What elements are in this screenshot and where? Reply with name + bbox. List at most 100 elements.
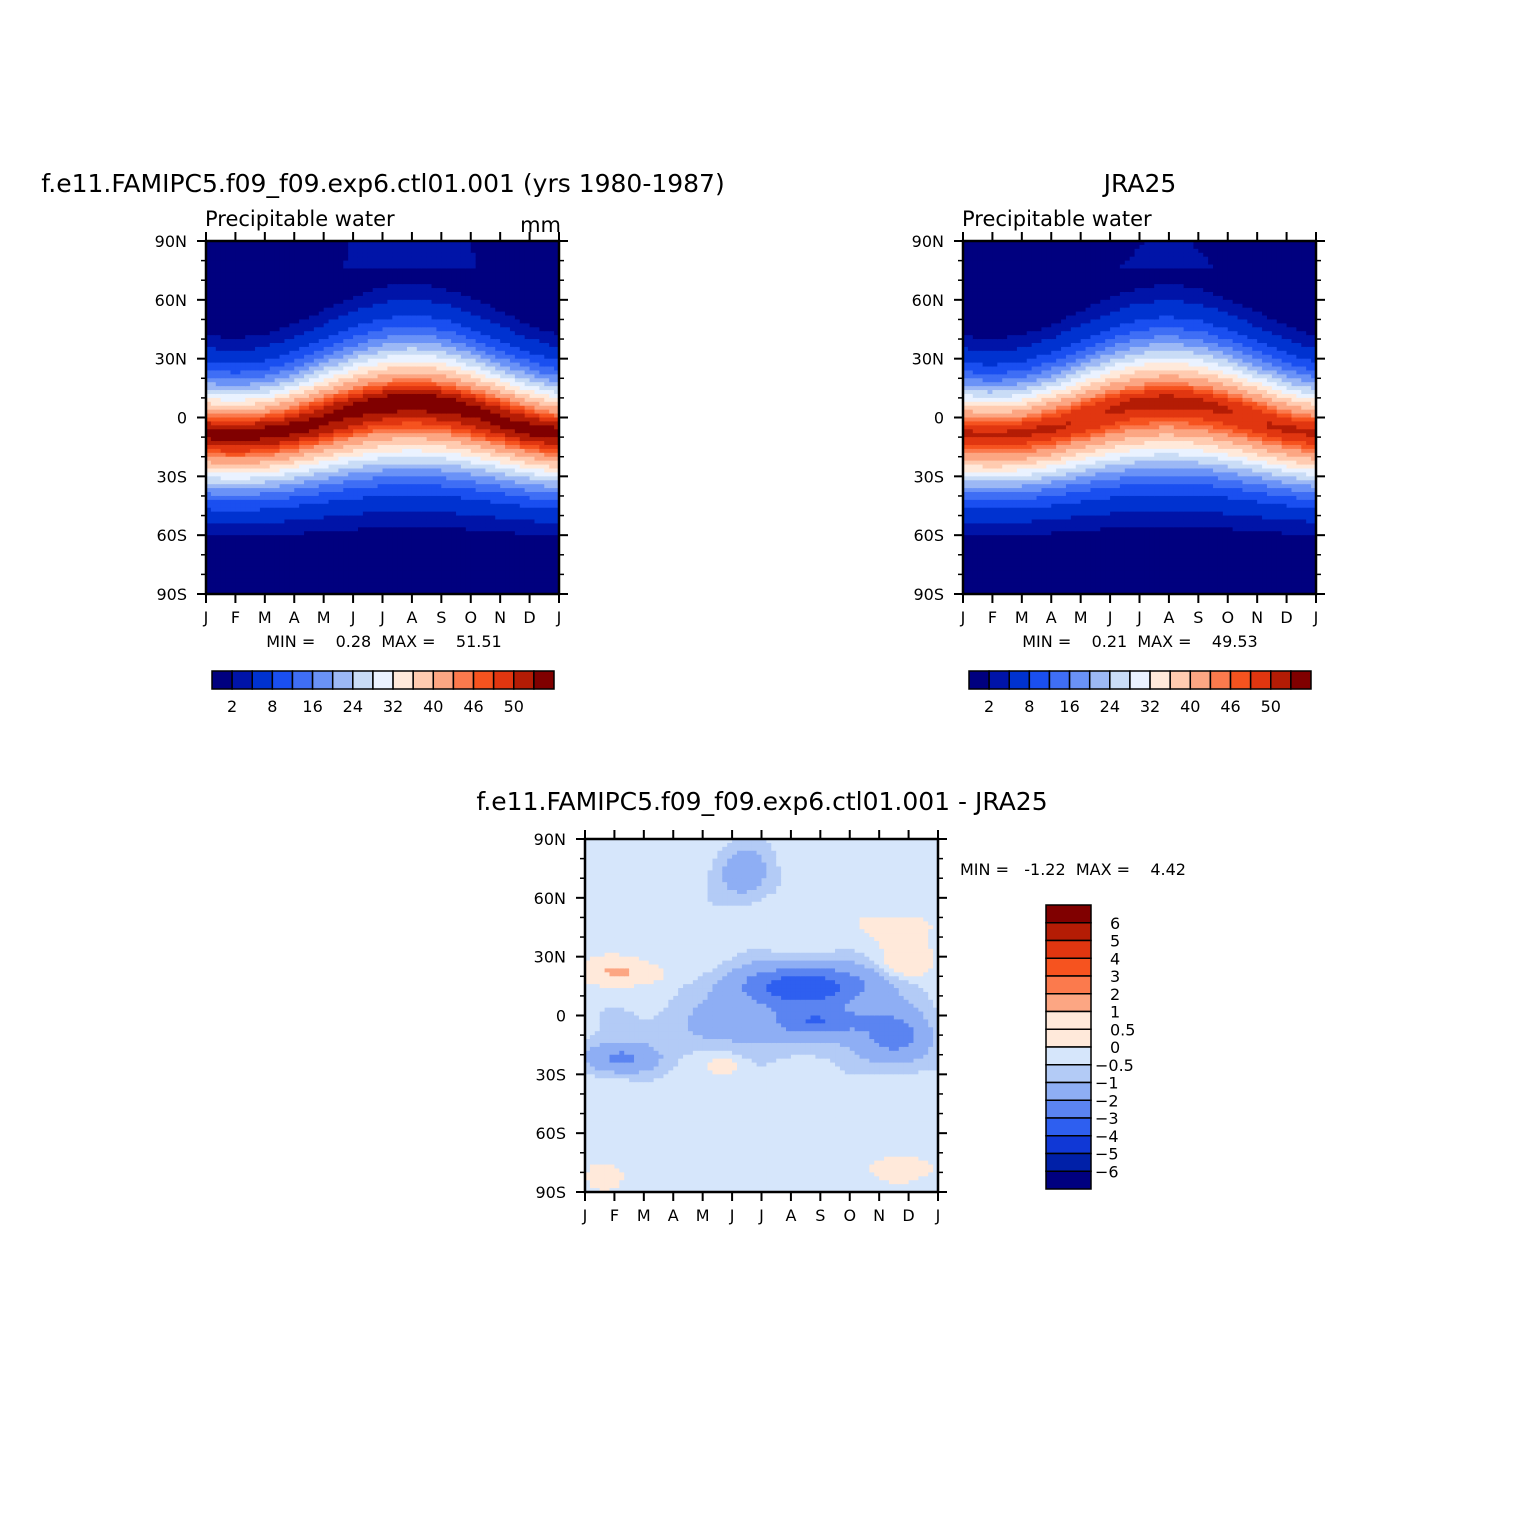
- heatmap-cell: [451, 444, 457, 450]
- heatmap-cell: [426, 460, 433, 466]
- heatmap-cell: [421, 515, 428, 521]
- heatmap-cell: [328, 256, 335, 262]
- heatmap-cell: [446, 390, 452, 395]
- heatmap-cell: [397, 468, 403, 474]
- heatmap-cell: [210, 342, 217, 348]
- heatmap-cell: [421, 350, 428, 356]
- heatmap-cell: [426, 570, 433, 575]
- heatmap-cell: [210, 256, 217, 262]
- heatmap-cell: [338, 276, 344, 281]
- heatmap-cell: [460, 429, 467, 434]
- heatmap-cell: [210, 464, 217, 470]
- heatmap-cell: [402, 452, 408, 458]
- heatmap-cell: [382, 590, 388, 595]
- heatmap-cell: [372, 378, 379, 383]
- heatmap-cell: [460, 370, 467, 375]
- heatmap-cell: [304, 503, 310, 509]
- heatmap-cell: [465, 417, 472, 423]
- heatmap-cell: [407, 429, 413, 434]
- heatmap-cell: [318, 421, 325, 426]
- heatmap-cell: [372, 409, 379, 415]
- heatmap-cell: [323, 558, 330, 564]
- heatmap-cell: [357, 437, 364, 442]
- heatmap-cell: [465, 397, 472, 403]
- heatmap-cell: [294, 284, 300, 289]
- heatmap-cell: [240, 248, 246, 254]
- heatmap-cell: [431, 433, 438, 438]
- heatmap-cell: [245, 319, 251, 324]
- heatmap-cell: [436, 346, 442, 352]
- heatmap-cell: [220, 291, 227, 297]
- heatmap-cell: [333, 346, 339, 352]
- heatmap-cell: [299, 397, 305, 403]
- heatmap-cell: [436, 582, 442, 587]
- heatmap-cell: [250, 284, 256, 289]
- heatmap-cell: [279, 460, 286, 466]
- heatmap-cell: [460, 374, 467, 379]
- heatmap-cell: [279, 574, 286, 579]
- heatmap-cell: [411, 405, 418, 411]
- heatmap-cell: [299, 358, 305, 364]
- heatmap-cell: [210, 327, 217, 332]
- heatmap-cell: [245, 472, 251, 477]
- heatmap-cell: [274, 413, 281, 419]
- heatmap-cell: [426, 390, 433, 395]
- heatmap-cell: [308, 382, 315, 387]
- heatmap-cell: [284, 393, 290, 399]
- heatmap-cell: [387, 260, 393, 266]
- heatmap-cell: [284, 362, 290, 368]
- heatmap-cell: [215, 272, 222, 277]
- heatmap-cell: [357, 546, 364, 552]
- heatmap-cell: [279, 378, 286, 383]
- heatmap-cell: [460, 284, 467, 289]
- heatmap-cell: [318, 464, 325, 470]
- heatmap-cell: [343, 429, 349, 434]
- heatmap-cell: [470, 244, 477, 250]
- heatmap-cell: [382, 452, 388, 458]
- heatmap-cell: [333, 484, 339, 489]
- heatmap-cell: [436, 386, 442, 391]
- heatmap-cell: [269, 484, 276, 489]
- heatmap-cell: [411, 409, 418, 415]
- heatmap-cell: [274, 299, 281, 305]
- heatmap-cell: [421, 248, 428, 254]
- heatmap-cell: [328, 543, 335, 548]
- heatmap-cell: [299, 511, 305, 517]
- heatmap-cell: [421, 484, 428, 489]
- heatmap-cell: [269, 272, 276, 277]
- heatmap-cell: [323, 582, 330, 587]
- heatmap-cell: [304, 244, 310, 250]
- heatmap-cell: [313, 582, 320, 587]
- heatmap-cell: [460, 480, 467, 485]
- heatmap-cell: [304, 472, 310, 477]
- heatmap-cell: [460, 378, 467, 383]
- heatmap-cell: [245, 511, 251, 517]
- heatmap-cell: [304, 393, 310, 399]
- heatmap-cell: [397, 566, 403, 572]
- heatmap-cell: [431, 570, 438, 575]
- heatmap-cell: [431, 276, 438, 281]
- heatmap-cell: [284, 303, 290, 309]
- heatmap-cell: [259, 354, 266, 360]
- heatmap-cell: [343, 284, 349, 289]
- heatmap-cell: [250, 319, 256, 324]
- heatmap-cell: [328, 550, 335, 556]
- heatmap-cell: [446, 468, 452, 474]
- heatmap-cell: [338, 346, 344, 352]
- heatmap-cell: [343, 342, 349, 348]
- heatmap-cell: [446, 554, 452, 560]
- heatmap-cell: [240, 346, 246, 352]
- heatmap-cell: [274, 315, 281, 321]
- heatmap-cell: [294, 307, 300, 313]
- heatmap-cell: [220, 448, 227, 454]
- heatmap-cell: [402, 272, 408, 277]
- heatmap-cell: [235, 511, 241, 517]
- heatmap-cell: [465, 319, 472, 324]
- heatmap-cell: [465, 531, 472, 536]
- heatmap-cell: [299, 319, 305, 324]
- heatmap-cell: [240, 272, 246, 277]
- heatmap-cell: [323, 562, 330, 568]
- heatmap-cell: [402, 268, 408, 273]
- heatmap-cell: [421, 331, 428, 336]
- heatmap-cell: [279, 472, 286, 477]
